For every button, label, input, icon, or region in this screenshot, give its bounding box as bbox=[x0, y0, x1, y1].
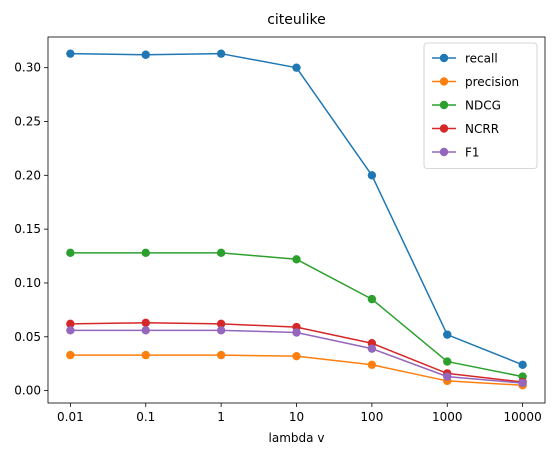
data-point bbox=[292, 351, 301, 361]
data-point bbox=[292, 63, 301, 72]
data-point bbox=[141, 326, 150, 335]
x-tick-label: 1000 bbox=[432, 410, 463, 424]
series-f1 bbox=[66, 326, 527, 388]
legend-item-f1: F1 bbox=[432, 146, 480, 160]
data-point bbox=[66, 248, 75, 258]
legend-marker bbox=[439, 100, 449, 110]
data-point bbox=[66, 49, 75, 58]
data-point bbox=[367, 294, 377, 304]
series-recall bbox=[66, 49, 527, 369]
data-point bbox=[518, 378, 527, 388]
data-point bbox=[141, 248, 150, 258]
legend-label: NDCG bbox=[465, 99, 501, 113]
data-point bbox=[216, 248, 226, 258]
y-tick-label: 0.15 bbox=[14, 222, 41, 236]
data-point bbox=[66, 350, 75, 360]
legend-marker bbox=[439, 53, 449, 63]
legend-marker bbox=[439, 124, 449, 133]
data-point bbox=[141, 318, 150, 328]
legend-item-ndcg: NDCG bbox=[432, 99, 501, 113]
data-point bbox=[216, 350, 226, 360]
data-point bbox=[292, 255, 301, 264]
legend-item-precision: precision bbox=[432, 75, 519, 89]
data-point bbox=[141, 50, 150, 59]
x-tick-label: 0.01 bbox=[57, 410, 84, 424]
legend-item-recall: recall bbox=[432, 52, 498, 66]
data-point bbox=[443, 372, 452, 381]
legend-label: NCRR bbox=[465, 122, 499, 136]
data-point bbox=[292, 328, 301, 337]
data-point bbox=[367, 344, 377, 353]
x-tick-label: 100 bbox=[360, 410, 383, 424]
y-tick-label: 0.30 bbox=[14, 61, 41, 75]
data-point bbox=[443, 330, 452, 339]
y-tick-label: 0.20 bbox=[14, 168, 41, 182]
x-axis: 0.01 0.1 1 10 100 1000 10000 bbox=[57, 403, 542, 424]
x-tick-label: 1 bbox=[217, 410, 225, 424]
legend-box bbox=[423, 42, 538, 169]
series-precision bbox=[66, 350, 527, 390]
y-tick-label: 0.25 bbox=[14, 115, 41, 129]
data-point bbox=[66, 319, 75, 329]
series-layer bbox=[66, 49, 527, 390]
data-point bbox=[216, 49, 226, 58]
data-point bbox=[216, 319, 226, 329]
y-tick-label: 0.05 bbox=[14, 330, 41, 344]
legend-label: precision bbox=[465, 75, 519, 89]
legend: recall precision NDCG NCRR F1 bbox=[423, 42, 538, 169]
x-axis-label: lambda v bbox=[269, 431, 325, 445]
x-tick-label: 0.1 bbox=[136, 410, 155, 424]
legend-item-ncrr: NCRR bbox=[432, 122, 499, 136]
y-tick-label: 0.10 bbox=[14, 276, 41, 290]
y-axis: 0.00 0.05 0.10 0.15 0.20 0.25 0.30 bbox=[14, 61, 48, 398]
x-tick-label: 10 bbox=[289, 410, 304, 424]
legend-label: F1 bbox=[465, 146, 480, 160]
data-point bbox=[518, 360, 527, 369]
legend-marker bbox=[439, 77, 449, 86]
data-point bbox=[141, 350, 150, 360]
data-point bbox=[443, 357, 452, 366]
chart-title: citeulike bbox=[267, 12, 326, 28]
data-point bbox=[367, 171, 377, 180]
y-tick-label: 0.00 bbox=[14, 384, 41, 398]
legend-marker bbox=[439, 147, 449, 157]
data-point bbox=[66, 326, 75, 335]
legend-label: recall bbox=[465, 52, 498, 66]
data-point bbox=[216, 326, 226, 335]
data-point bbox=[367, 360, 377, 369]
x-tick-label: 10000 bbox=[504, 410, 542, 424]
